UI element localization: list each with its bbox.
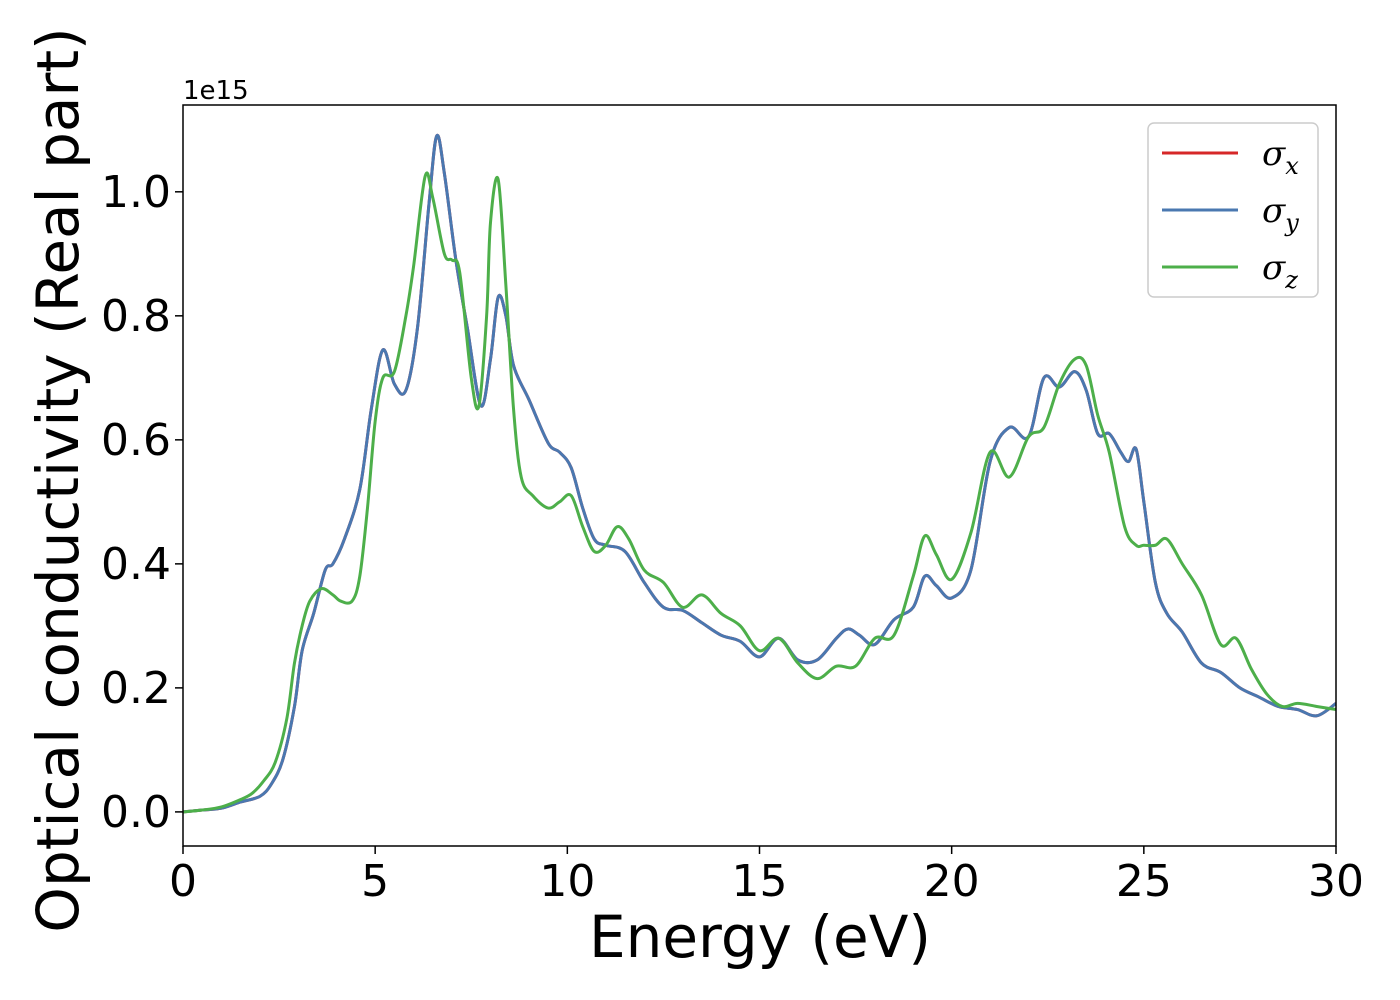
series-line-y [183,133,1336,814]
y-axis-offset-text: 1e15 [183,76,249,106]
y-tick-label: 0.2 [101,663,171,714]
y-axis-ticks: 0.0 0.2 0.4 0.6 0.8 1.0 [101,167,183,838]
series-layer [183,133,1336,814]
legend-label-y: σy [1262,191,1299,237]
x-tick-label: 30 [1308,856,1364,907]
legend: σx σy σz [1147,122,1319,298]
x-tick-label: 15 [732,856,788,907]
y-tick-label: 0.6 [101,415,171,466]
y-tick-label: 0.4 [101,539,171,590]
y-tick-label: 1.0 [101,167,171,218]
x-tick-label: 5 [361,856,389,907]
x-tick-label: 10 [539,856,595,907]
y-tick-label: 0.0 [101,787,171,838]
y-axis-title: Optical conductivity (Real part) [24,27,92,932]
x-tick-label: 20 [924,856,980,907]
legend-label-x: σx [1262,134,1299,180]
x-axis-ticks: 0 5 10 15 20 25 30 [169,846,1364,907]
x-tick-label: 25 [1116,856,1172,907]
legend-label-z: σz [1262,248,1298,294]
y-tick-label: 0.8 [101,291,171,342]
series-line-z [183,171,1336,814]
x-tick-label: 0 [169,856,197,907]
x-axis-title: Energy (eV) [589,903,931,971]
